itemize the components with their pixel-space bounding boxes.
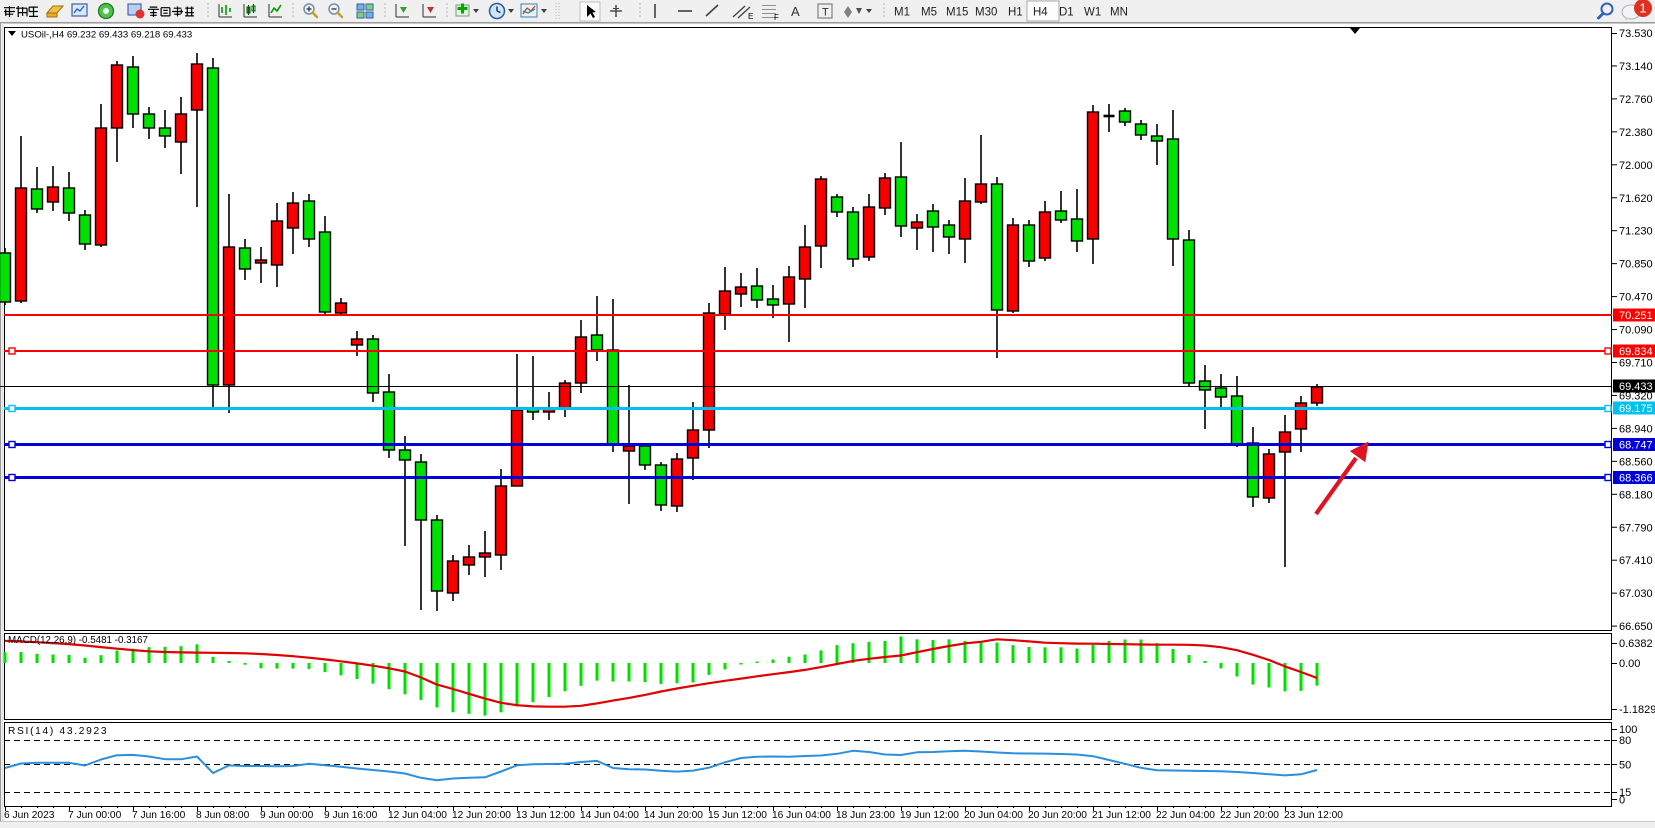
svg-text:70.090: 70.090 <box>1619 325 1653 337</box>
svg-text:22 Jun 04:00: 22 Jun 04:00 <box>1156 810 1215 821</box>
svg-text:70.251: 70.251 <box>1619 310 1653 322</box>
svg-text:70.850: 70.850 <box>1619 259 1653 271</box>
svg-text:69.175: 69.175 <box>1619 403 1653 415</box>
svg-text:0: 0 <box>1619 795 1625 807</box>
svg-text:68.366: 68.366 <box>1619 473 1653 485</box>
svg-text:14 Jun 04:00: 14 Jun 04:00 <box>580 810 639 821</box>
svg-text:69.433: 69.433 <box>1619 381 1653 393</box>
svg-text:14 Jun 20:00: 14 Jun 20:00 <box>644 810 703 821</box>
svg-text:73.530: 73.530 <box>1619 28 1653 40</box>
svg-text:8 Jun 08:00: 8 Jun 08:00 <box>196 810 250 821</box>
svg-text:9 Jun 00:00: 9 Jun 00:00 <box>260 810 314 821</box>
svg-text:73.140: 73.140 <box>1619 61 1653 73</box>
svg-text:MN: MN <box>1110 7 1128 19</box>
svg-text:80: 80 <box>1619 735 1631 747</box>
svg-text:M15: M15 <box>946 7 968 19</box>
svg-text:RSI(14) 43.2923: RSI(14) 43.2923 <box>8 726 108 737</box>
svg-text:12 Jun 04:00: 12 Jun 04:00 <box>388 810 447 821</box>
svg-text:W1: W1 <box>1084 7 1101 19</box>
svg-text:69.834: 69.834 <box>1619 346 1653 358</box>
svg-text:M1: M1 <box>894 7 910 19</box>
svg-text:71.230: 71.230 <box>1619 226 1653 238</box>
svg-text:7 Jun 16:00: 7 Jun 16:00 <box>132 810 186 821</box>
svg-text:23 Jun 12:00: 23 Jun 12:00 <box>1284 810 1343 821</box>
svg-text:H1: H1 <box>1008 7 1023 19</box>
svg-text:20 Jun 20:00: 20 Jun 20:00 <box>1028 810 1087 821</box>
svg-text:0.00: 0.00 <box>1619 658 1640 670</box>
svg-text:66.650: 66.650 <box>1619 621 1653 633</box>
svg-text:D1: D1 <box>1059 7 1074 19</box>
svg-text:9 Jun 16:00: 9 Jun 16:00 <box>324 810 378 821</box>
svg-text:72.000: 72.000 <box>1619 160 1653 172</box>
svg-text:16 Jun 04:00: 16 Jun 04:00 <box>772 810 831 821</box>
svg-text:19 Jun 12:00: 19 Jun 12:00 <box>900 810 959 821</box>
svg-text:H4: H4 <box>1033 7 1048 19</box>
svg-text:F: F <box>774 13 779 22</box>
svg-text:68.940: 68.940 <box>1619 423 1653 435</box>
svg-text:71.620: 71.620 <box>1619 193 1653 205</box>
svg-text:18 Jun 23:00: 18 Jun 23:00 <box>836 810 895 821</box>
svg-text:A: A <box>791 4 800 19</box>
svg-text:67.030: 67.030 <box>1619 588 1653 600</box>
svg-text:68.180: 68.180 <box>1619 489 1653 501</box>
svg-text:13 Jun 12:00: 13 Jun 12:00 <box>516 810 575 821</box>
svg-text:1: 1 <box>1639 1 1646 16</box>
svg-text:6 Jun 2023: 6 Jun 2023 <box>4 810 55 821</box>
svg-text:68.747: 68.747 <box>1619 440 1653 452</box>
svg-text:E: E <box>748 12 753 21</box>
svg-text:69.710: 69.710 <box>1619 358 1653 370</box>
svg-text:MACD(12,26,9) -0.5481 -0.3167: MACD(12,26,9) -0.5481 -0.3167 <box>8 635 148 646</box>
svg-text:21 Jun 12:00: 21 Jun 12:00 <box>1092 810 1151 821</box>
svg-text:100: 100 <box>1619 724 1637 736</box>
svg-text:M5: M5 <box>921 7 937 19</box>
svg-text:70.470: 70.470 <box>1619 292 1653 304</box>
svg-text:69.320: 69.320 <box>1619 390 1653 402</box>
svg-text:M30: M30 <box>975 7 997 19</box>
svg-text:72.380: 72.380 <box>1619 127 1653 139</box>
svg-text:22 Jun 20:00: 22 Jun 20:00 <box>1220 810 1279 821</box>
svg-text:15: 15 <box>1619 787 1631 799</box>
svg-text:0.6382: 0.6382 <box>1619 638 1653 650</box>
svg-text:T: T <box>822 7 829 19</box>
svg-text:67.410: 67.410 <box>1619 555 1653 567</box>
svg-text:15 Jun 12:00: 15 Jun 12:00 <box>708 810 767 821</box>
svg-text:USOil-,H4 69.232 69.433 69.21: USOil-,H4 69.232 69.433 69.218 69.433 <box>21 30 192 41</box>
svg-text:-1.1829: -1.1829 <box>1619 704 1655 716</box>
svg-text:20 Jun 04:00: 20 Jun 04:00 <box>964 810 1023 821</box>
svg-text:72.760: 72.760 <box>1619 94 1653 106</box>
svg-text:67.790: 67.790 <box>1619 522 1653 534</box>
svg-text:68.560: 68.560 <box>1619 456 1653 468</box>
svg-text:7 Jun 00:00: 7 Jun 00:00 <box>68 810 122 821</box>
svg-text:50: 50 <box>1619 760 1631 772</box>
svg-text:12 Jun 20:00: 12 Jun 20:00 <box>452 810 511 821</box>
